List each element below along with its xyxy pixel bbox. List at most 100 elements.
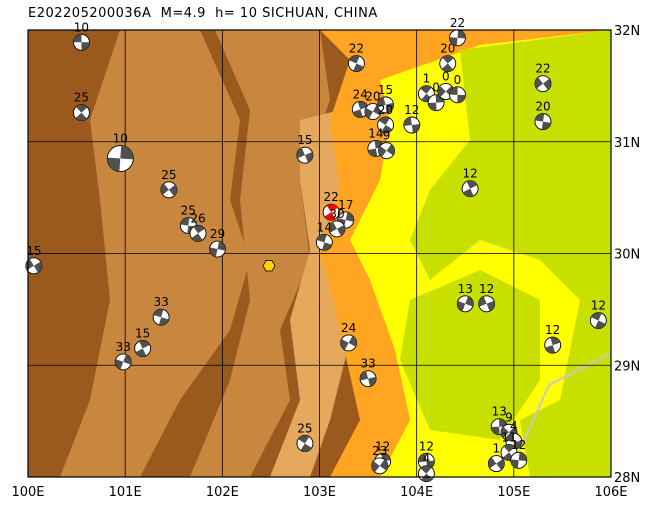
lon-tick-label: 100E	[11, 485, 44, 500]
event-beachball[interactable]: 25	[70, 91, 93, 124]
event-beachball[interactable]: 33	[113, 340, 134, 372]
event-depth-label: 15	[378, 83, 393, 97]
lat-tick-label: 28N	[614, 471, 640, 486]
event-beachball[interactable]: 12	[510, 438, 528, 469]
lat-lon-grid	[28, 30, 611, 477]
event-beachball[interactable]: 9	[375, 129, 397, 162]
compression-quadrant	[378, 116, 393, 133]
event-depth-label: 1	[423, 72, 431, 86]
event-depth-label: 26	[190, 211, 205, 225]
event-depth-label: 12	[375, 439, 390, 453]
event-depth-label: 25	[181, 204, 196, 218]
event-beachball[interactable]: 10	[106, 132, 134, 173]
event-beachball[interactable]: 30	[326, 207, 348, 240]
compression-quadrant	[457, 296, 474, 312]
event-beachball[interactable]: 12	[459, 167, 480, 200]
event-depth-label: 20	[535, 100, 550, 114]
map-frame	[27, 29, 612, 478]
event-beachball[interactable]: 12	[588, 299, 609, 332]
event-depth-label: 20	[440, 42, 455, 56]
event-beachball[interactable]: 10	[72, 20, 90, 51]
event-depth-label: 22	[324, 190, 339, 204]
event-beachball[interactable]: 22	[320, 190, 342, 223]
event-beachball[interactable]: 22	[532, 62, 554, 95]
lat-tick-label: 31N	[614, 136, 640, 151]
event-beachball[interactable]: 15	[132, 326, 154, 359]
event-beachball[interactable]: 26	[187, 211, 209, 244]
event-beachball[interactable]: 29	[208, 227, 227, 258]
event-beachball[interactable]: 14	[314, 220, 334, 252]
event-beachball[interactable]: 1	[485, 442, 507, 475]
event-depth-label: 30	[329, 207, 344, 221]
event-beachball[interactable]: 33	[358, 357, 377, 389]
compression-quadrant	[160, 183, 177, 197]
event-beachball[interactable]: 25	[294, 421, 316, 454]
compression-quadrant	[324, 204, 338, 221]
event-beachball[interactable]: 22	[449, 16, 466, 47]
event-beachball[interactable]: 15	[376, 83, 396, 115]
event-depth-label: 15	[26, 244, 41, 258]
compression-quadrant	[462, 180, 478, 197]
compression-quadrant	[328, 221, 345, 236]
event-beachball[interactable]: 0	[449, 73, 466, 104]
event-beachball[interactable]: 24	[338, 321, 360, 354]
event-beachball[interactable]: 15	[294, 133, 315, 165]
compression-quadrant	[420, 465, 433, 482]
event-depth-label: 0	[454, 73, 462, 87]
event-beachball[interactable]: 13	[455, 282, 476, 314]
event-beachball[interactable]: 12	[403, 103, 421, 134]
event-depth-label: 4	[423, 452, 431, 466]
lat-tick-label: 32N	[614, 24, 640, 39]
lon-tick-label: 101E	[109, 485, 142, 500]
event-beachball[interactable]: 23	[369, 444, 391, 477]
compression-quadrant	[510, 452, 527, 469]
event-depth-label: 22	[349, 42, 364, 56]
event-beachball[interactable]: 0	[427, 81, 445, 112]
event-beachball[interactable]: 33	[151, 295, 171, 327]
event-depth-label: 33	[360, 357, 375, 371]
compression-quadrant	[377, 97, 394, 113]
event-depth-label: 9	[383, 129, 391, 143]
compression-quadrant	[340, 335, 357, 350]
event-beachball[interactable]: 12	[417, 439, 436, 470]
event-beachball[interactable]: 25	[158, 168, 181, 201]
event-depth-label: 13	[492, 405, 507, 419]
lat-tick-label: 29N	[614, 359, 640, 374]
event-beachball[interactable]: 14	[366, 126, 385, 157]
event-beachball[interactable]: 12	[476, 282, 497, 314]
event-beachball[interactable]: 24	[350, 87, 370, 119]
event-depth-label: 13	[458, 282, 473, 296]
compression-quadrant	[298, 435, 312, 452]
event-beachball[interactable]: 20	[375, 103, 397, 136]
event-beachball[interactable]: 12	[543, 323, 563, 355]
event-beachball[interactable]: 4	[415, 452, 438, 485]
compression-quadrant	[107, 145, 134, 172]
lat-tick-label: 30N	[614, 248, 640, 263]
event-beachball[interactable]: 20	[534, 100, 552, 131]
axis-labels: 100E 101E 102E 103E 104E 105E 106E 32N 31N 30N 29N…	[11, 24, 640, 500]
event-beachball[interactable]: 20	[436, 42, 459, 75]
compression-quadrant	[352, 101, 368, 118]
lon-tick-label: 104E	[400, 485, 433, 500]
event-beachball[interactable]: 22	[346, 42, 367, 75]
event-depth-label: 14	[368, 126, 383, 140]
event-depth-label: 15	[297, 133, 312, 147]
event-depth-label: 1	[493, 442, 501, 456]
event-beachball[interactable]: 15	[23, 244, 45, 277]
compression-quadrant	[403, 117, 420, 133]
lon-tick-label: 102E	[206, 485, 239, 500]
event-depth-label: 12	[545, 323, 560, 337]
event-depth-label: 20	[378, 103, 393, 117]
event-depth-label: 25	[297, 421, 312, 435]
event-beachball[interactable]: 20	[362, 90, 384, 123]
event-depth-label: 4	[510, 419, 518, 433]
event-depth-label: 0	[442, 69, 450, 83]
compression-quadrant	[296, 147, 313, 163]
event-depth-label: 12	[479, 282, 494, 296]
compression-quadrant	[368, 140, 384, 157]
event-depth-label: 12	[462, 167, 477, 181]
event-depth-label: 24	[353, 87, 368, 101]
compression-quadrant	[349, 55, 364, 72]
